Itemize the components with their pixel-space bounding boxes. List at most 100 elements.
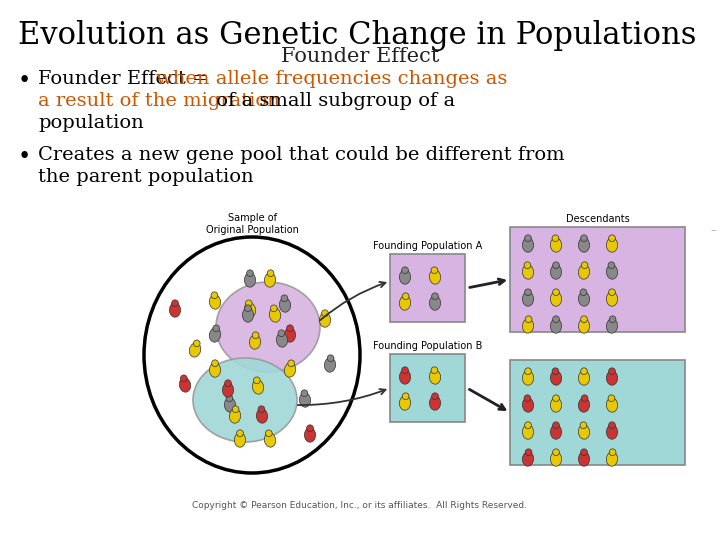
Circle shape <box>431 267 438 274</box>
Circle shape <box>252 332 259 339</box>
Ellipse shape <box>550 452 562 466</box>
Circle shape <box>552 235 559 241</box>
Ellipse shape <box>284 328 296 342</box>
Circle shape <box>432 393 438 400</box>
Circle shape <box>247 270 253 276</box>
Ellipse shape <box>429 270 441 284</box>
Ellipse shape <box>256 409 268 423</box>
Circle shape <box>181 375 187 382</box>
Ellipse shape <box>523 292 534 306</box>
Ellipse shape <box>193 358 297 442</box>
Circle shape <box>553 449 559 456</box>
Circle shape <box>225 380 231 387</box>
Text: Founder Effect =: Founder Effect = <box>38 70 215 88</box>
Ellipse shape <box>400 296 410 310</box>
Circle shape <box>194 340 200 347</box>
Text: of a small subgroup of a: of a small subgroup of a <box>210 92 455 110</box>
Ellipse shape <box>578 371 590 385</box>
Ellipse shape <box>606 292 618 306</box>
Ellipse shape <box>244 273 256 287</box>
Circle shape <box>553 262 559 268</box>
Circle shape <box>580 316 588 322</box>
Circle shape <box>609 449 616 456</box>
Ellipse shape <box>523 398 534 412</box>
Circle shape <box>525 235 531 241</box>
Ellipse shape <box>305 428 315 442</box>
Circle shape <box>553 395 559 402</box>
Ellipse shape <box>606 265 618 279</box>
Ellipse shape <box>606 452 618 466</box>
Ellipse shape <box>400 396 410 410</box>
Ellipse shape <box>523 425 534 439</box>
Text: Evolution as Genetic Change in Populations: Evolution as Genetic Change in Populatio… <box>18 20 696 51</box>
Circle shape <box>267 270 274 276</box>
Ellipse shape <box>578 265 590 279</box>
Ellipse shape <box>523 319 534 333</box>
Circle shape <box>287 325 293 332</box>
Ellipse shape <box>210 328 220 342</box>
Circle shape <box>431 367 438 374</box>
Circle shape <box>552 368 559 375</box>
Ellipse shape <box>400 370 410 384</box>
Circle shape <box>553 422 559 429</box>
Ellipse shape <box>578 398 590 412</box>
Circle shape <box>212 360 218 367</box>
Ellipse shape <box>523 265 534 279</box>
Circle shape <box>580 235 588 241</box>
Circle shape <box>580 368 588 375</box>
Ellipse shape <box>429 296 441 310</box>
Text: Creates a new gene pool that could be different from: Creates a new gene pool that could be di… <box>38 146 564 164</box>
Circle shape <box>525 449 532 456</box>
Circle shape <box>226 395 233 402</box>
Circle shape <box>608 422 616 429</box>
Ellipse shape <box>144 237 360 473</box>
Ellipse shape <box>243 308 253 322</box>
Text: •: • <box>18 70 31 92</box>
Ellipse shape <box>244 303 256 317</box>
Text: population: population <box>38 114 144 132</box>
Ellipse shape <box>249 335 261 349</box>
Circle shape <box>237 430 243 436</box>
Circle shape <box>402 367 408 374</box>
Circle shape <box>246 300 252 307</box>
FancyBboxPatch shape <box>510 360 685 465</box>
Ellipse shape <box>320 313 330 327</box>
Text: Descendants: Descendants <box>566 214 629 224</box>
FancyBboxPatch shape <box>510 227 685 332</box>
Ellipse shape <box>578 238 590 252</box>
Circle shape <box>307 425 313 431</box>
Ellipse shape <box>606 425 618 439</box>
Circle shape <box>322 310 328 316</box>
Circle shape <box>524 395 531 402</box>
Ellipse shape <box>235 433 246 447</box>
Ellipse shape <box>429 396 441 410</box>
Circle shape <box>580 289 587 295</box>
Text: Founding Population B: Founding Population B <box>373 341 482 351</box>
Circle shape <box>608 262 615 268</box>
Text: a result of the migration: a result of the migration <box>38 92 280 110</box>
Circle shape <box>301 390 307 396</box>
Ellipse shape <box>189 343 201 357</box>
Ellipse shape <box>284 363 296 377</box>
Text: –: – <box>711 225 716 235</box>
Circle shape <box>581 262 588 268</box>
Ellipse shape <box>179 378 191 392</box>
Circle shape <box>213 325 220 332</box>
Text: the parent population: the parent population <box>38 168 253 186</box>
Ellipse shape <box>252 380 264 394</box>
Circle shape <box>525 316 532 322</box>
Circle shape <box>171 300 179 307</box>
Ellipse shape <box>550 292 562 306</box>
Ellipse shape <box>325 358 336 372</box>
Ellipse shape <box>269 308 281 322</box>
Text: Founding Population A: Founding Population A <box>373 241 482 251</box>
Ellipse shape <box>523 238 534 252</box>
Ellipse shape <box>578 452 590 466</box>
Circle shape <box>525 422 531 429</box>
Ellipse shape <box>222 383 233 397</box>
Ellipse shape <box>606 371 618 385</box>
Ellipse shape <box>264 433 276 447</box>
Ellipse shape <box>550 238 562 252</box>
Ellipse shape <box>279 298 291 312</box>
Circle shape <box>245 305 251 312</box>
